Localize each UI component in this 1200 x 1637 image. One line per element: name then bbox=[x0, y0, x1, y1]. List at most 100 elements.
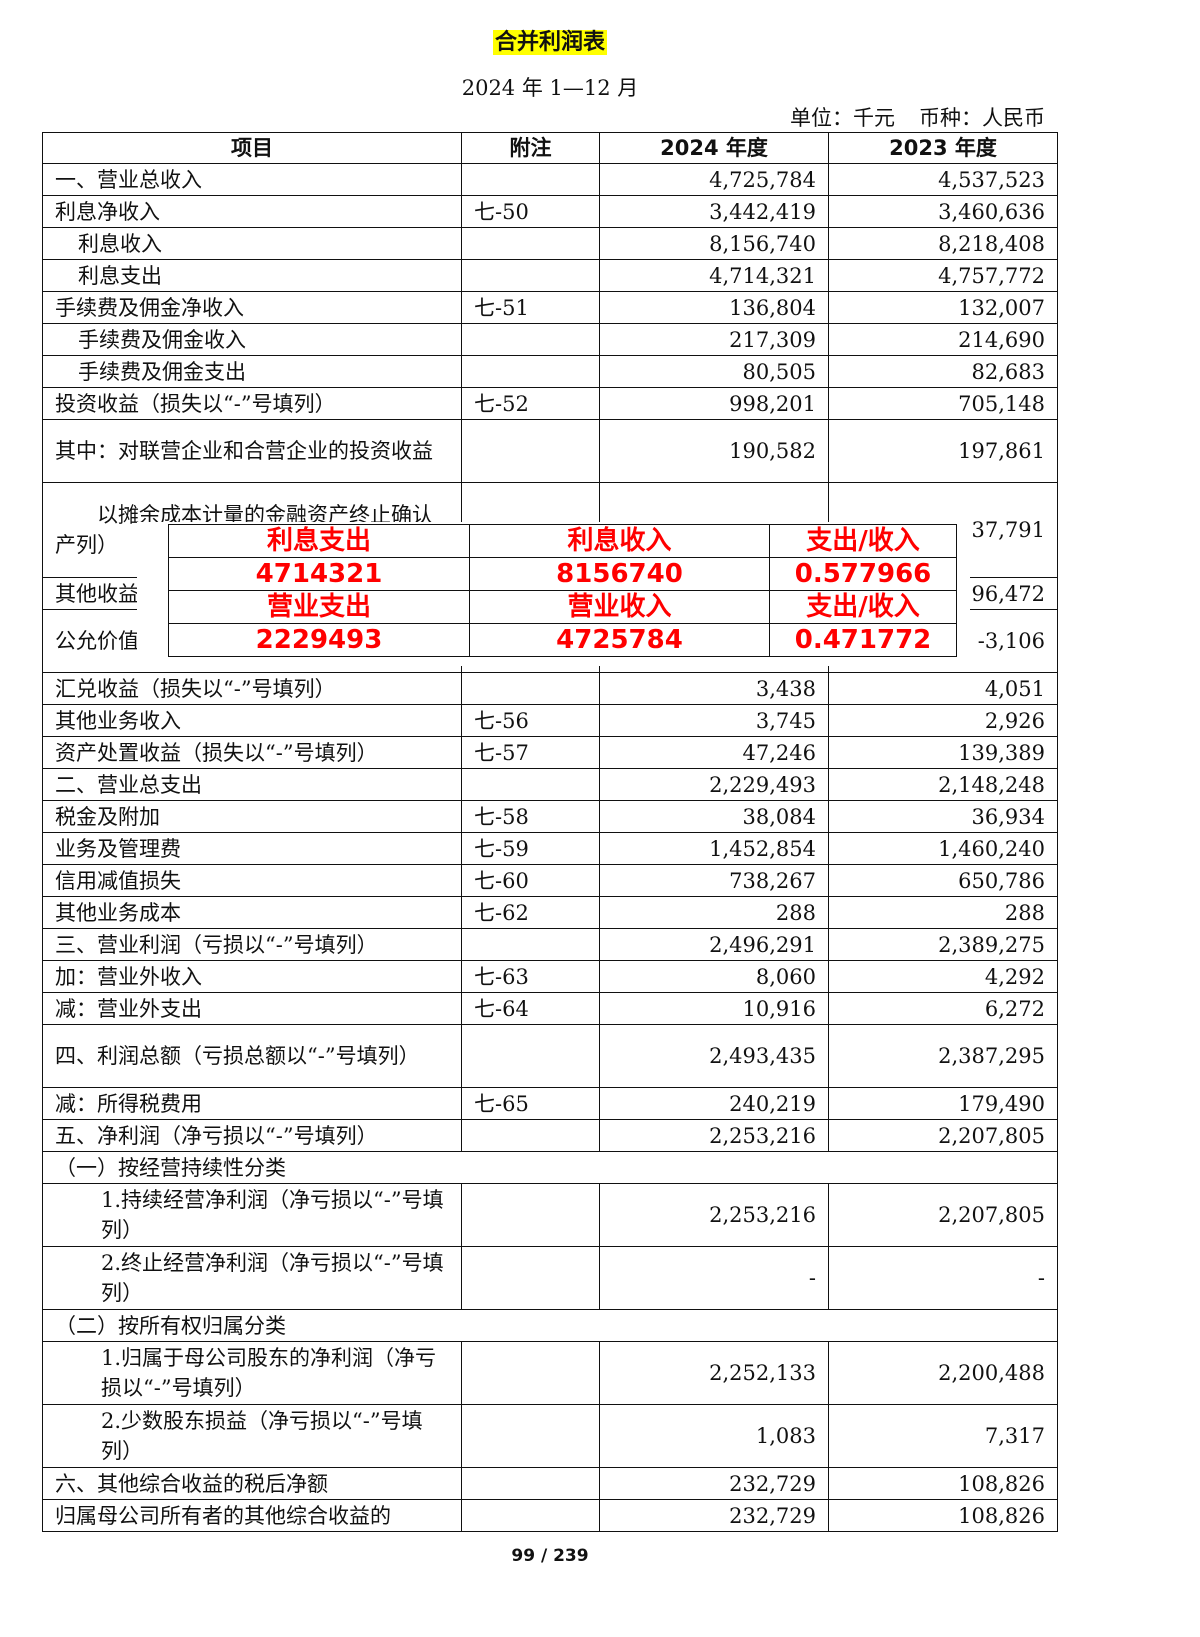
table-row: 其他业务成本 七-62 288 288 bbox=[42, 896, 1058, 929]
row-item: 减：营业外支出 bbox=[42, 992, 462, 1025]
row-note bbox=[461, 1467, 600, 1500]
row-value-2024: 4,725,784 bbox=[599, 163, 829, 196]
row-value-2023: 36,934 bbox=[828, 800, 1058, 833]
row-value-2024: 217,309 bbox=[599, 323, 829, 356]
row-value-2023: 705,148 bbox=[828, 387, 1058, 420]
row-value-2023: 2,200,488 bbox=[828, 1341, 1058, 1405]
row-value-2024: 47,246 bbox=[599, 736, 829, 769]
table-row: 加：营业外收入 七-63 8,060 4,292 bbox=[42, 960, 1058, 993]
ratio-cell: 0.471772 bbox=[769, 623, 957, 657]
row-note bbox=[461, 259, 600, 292]
row-item: 五、净利润（净亏损以“-”号填列） bbox=[42, 1119, 462, 1152]
table-row: 手续费及佣金支出 80,505 82,683 bbox=[42, 355, 1058, 388]
ratio-cell: 8156740 bbox=[469, 557, 770, 591]
table-row: 利息支出 4,714,321 4,757,772 bbox=[42, 259, 1058, 292]
table-row: 三、营业利润（亏损以“-”号填列） 2,496,291 2,389,275 bbox=[42, 928, 1058, 961]
row-value-2024: 2,252,133 bbox=[599, 1341, 829, 1405]
ratio-cell: 支出/收入 bbox=[769, 590, 957, 624]
row-item: 归属母公司所有者的其他综合收益的 bbox=[42, 1499, 462, 1532]
table-row: 其中：对联营企业和合营企业的投资收益 190,582 197,861 bbox=[42, 419, 1058, 483]
row-value-2024: 80,505 bbox=[599, 355, 829, 388]
row-note: 七-59 bbox=[461, 832, 600, 865]
row-item: 二、营业总支出 bbox=[42, 768, 462, 801]
row-note bbox=[461, 672, 600, 705]
table-row: 2.终止经营净利润（净亏损以“-”号填列） - - bbox=[42, 1246, 1058, 1310]
row-item: 六、其他综合收益的税后净额 bbox=[42, 1467, 462, 1500]
table-header-row: 项目 附注 2024 年度 2023 年度 bbox=[42, 132, 1058, 164]
row-value-2024: 136,804 bbox=[599, 291, 829, 324]
unit-line: 单位：千元 币种：人民币 bbox=[766, 102, 1045, 132]
row-value-2023: 650,786 bbox=[828, 864, 1058, 897]
row-value-2024: 998,201 bbox=[599, 387, 829, 420]
row-value-2023: 8,218,408 bbox=[828, 227, 1058, 260]
row-value-2023: 6,272 bbox=[828, 992, 1058, 1025]
row-item: 其中：对联营企业和合营企业的投资收益 bbox=[42, 419, 462, 483]
row-value-2023: 2,207,805 bbox=[828, 1183, 1058, 1247]
row-value-2023: 4,757,772 bbox=[828, 259, 1058, 292]
row-value-2024: 10,916 bbox=[599, 992, 829, 1025]
row-value-2023: 4,537,523 bbox=[828, 163, 1058, 196]
row-value-2024: 8,156,740 bbox=[599, 227, 829, 260]
ratio-cell: 利息收入 bbox=[469, 524, 770, 558]
table-row: 资产处置收益（损失以“-”号填列） 七-57 47,246 139,389 bbox=[42, 736, 1058, 769]
row-value-2024: 232,729 bbox=[599, 1499, 829, 1532]
row-item: 手续费及佣金支出 bbox=[42, 355, 462, 388]
row-value-2024: 2,253,216 bbox=[599, 1119, 829, 1152]
row-item: 2.少数股东损益（净亏损以“-”号填列） bbox=[42, 1404, 462, 1468]
ratio-cell: 利息支出 bbox=[168, 524, 470, 558]
row-value-2024: 2,493,435 bbox=[599, 1024, 829, 1088]
row-value-2023: - bbox=[828, 1246, 1058, 1310]
report-period: 2024 年 1—12 月 bbox=[461, 76, 639, 100]
title-text: 合并利润表 bbox=[492, 30, 607, 55]
row-value-2023: 139,389 bbox=[828, 736, 1058, 769]
table-row: 1.归属于母公司股东的净利润（净亏损以“-”号填列） 2,252,133 2,200… bbox=[42, 1341, 1058, 1405]
row-note: 七-56 bbox=[461, 704, 600, 737]
table-row: 利息收入 8,156,740 8,218,408 bbox=[42, 227, 1058, 260]
row-value-2023: 7,317 bbox=[828, 1404, 1058, 1468]
header-note: 附注 bbox=[461, 132, 600, 164]
row-item: 投资收益（损失以“-”号填列） bbox=[42, 387, 462, 420]
row-value-2024: - bbox=[599, 1246, 829, 1310]
row-value-2023: 2,389,275 bbox=[828, 928, 1058, 961]
row-value-2023: 2,207,805 bbox=[828, 1119, 1058, 1152]
header-2024: 2024 年度 bbox=[599, 132, 829, 164]
table-row: 汇兑收益（损失以“-”号填列） 3,438 4,051 bbox=[42, 672, 1058, 705]
row-value-2023: 132,007 bbox=[828, 291, 1058, 324]
row-item: 1.持续经营净利润（净亏损以“-”号填列） bbox=[42, 1183, 462, 1247]
row-note: 七-57 bbox=[461, 736, 600, 769]
row-value-2023: 1,460,240 bbox=[828, 832, 1058, 865]
row-value-2023: 4,292 bbox=[828, 960, 1058, 993]
row-item: 1.归属于母公司股东的净利润（净亏损以“-”号填列） bbox=[42, 1341, 462, 1405]
ratio-row: 4714321 8156740 0.577966 bbox=[168, 557, 957, 591]
currency-label: 币种：人民币 bbox=[919, 106, 1045, 130]
row-value-2024: 4,714,321 bbox=[599, 259, 829, 292]
ratio-cell: 支出/收入 bbox=[769, 524, 957, 558]
row-note bbox=[461, 323, 600, 356]
ratio-row: 利息支出 利息收入 支出/收入 bbox=[168, 524, 957, 558]
row-value-2023: 82,683 bbox=[828, 355, 1058, 388]
row-value-2024: 2,253,216 bbox=[599, 1183, 829, 1247]
row-value-2024: 738,267 bbox=[599, 864, 829, 897]
row-value-2023: 2,387,295 bbox=[828, 1024, 1058, 1088]
row-item: 利息收入 bbox=[42, 227, 462, 260]
table-row: 手续费及佣金收入 217,309 214,690 bbox=[42, 323, 1058, 356]
table-row: 业务及管理费 七-59 1,452,854 1,460,240 bbox=[42, 832, 1058, 865]
row-note bbox=[461, 1499, 600, 1532]
row-value-2023: 3,460,636 bbox=[828, 195, 1058, 228]
unit-label: 单位：千元 bbox=[790, 106, 895, 130]
table-row: 一、营业总收入 4,725,784 4,537,523 bbox=[42, 163, 1058, 196]
table-row: 税金及附加 七-58 38,084 36,934 bbox=[42, 800, 1058, 833]
ratio-row: 营业支出 营业收入 支出/收入 bbox=[168, 590, 957, 624]
income-statement-table: 项目 附注 2024 年度 2023 年度 一、营业总收入 4,725,784 4,… bbox=[42, 132, 1058, 1532]
row-item: 汇兑收益（损失以“-”号填列） bbox=[42, 672, 462, 705]
row-note: 七-63 bbox=[461, 960, 600, 993]
table-row: 2.少数股东损益（净亏损以“-”号填列） 1,083 7,317 bbox=[42, 1404, 1058, 1468]
row-value-2023: 2,926 bbox=[828, 704, 1058, 737]
row-value-2024: 190,582 bbox=[599, 419, 829, 483]
table-row: 利息净收入 七-50 3,442,419 3,460,636 bbox=[42, 195, 1058, 228]
row-note: 七-58 bbox=[461, 800, 600, 833]
row-item: 2.终止经营净利润（净亏损以“-”号填列） bbox=[42, 1246, 462, 1310]
table-row: （二）按所有权归属分类 bbox=[42, 1309, 1058, 1342]
row-note bbox=[461, 163, 600, 196]
row-item: 减：所得税费用 bbox=[42, 1087, 462, 1120]
